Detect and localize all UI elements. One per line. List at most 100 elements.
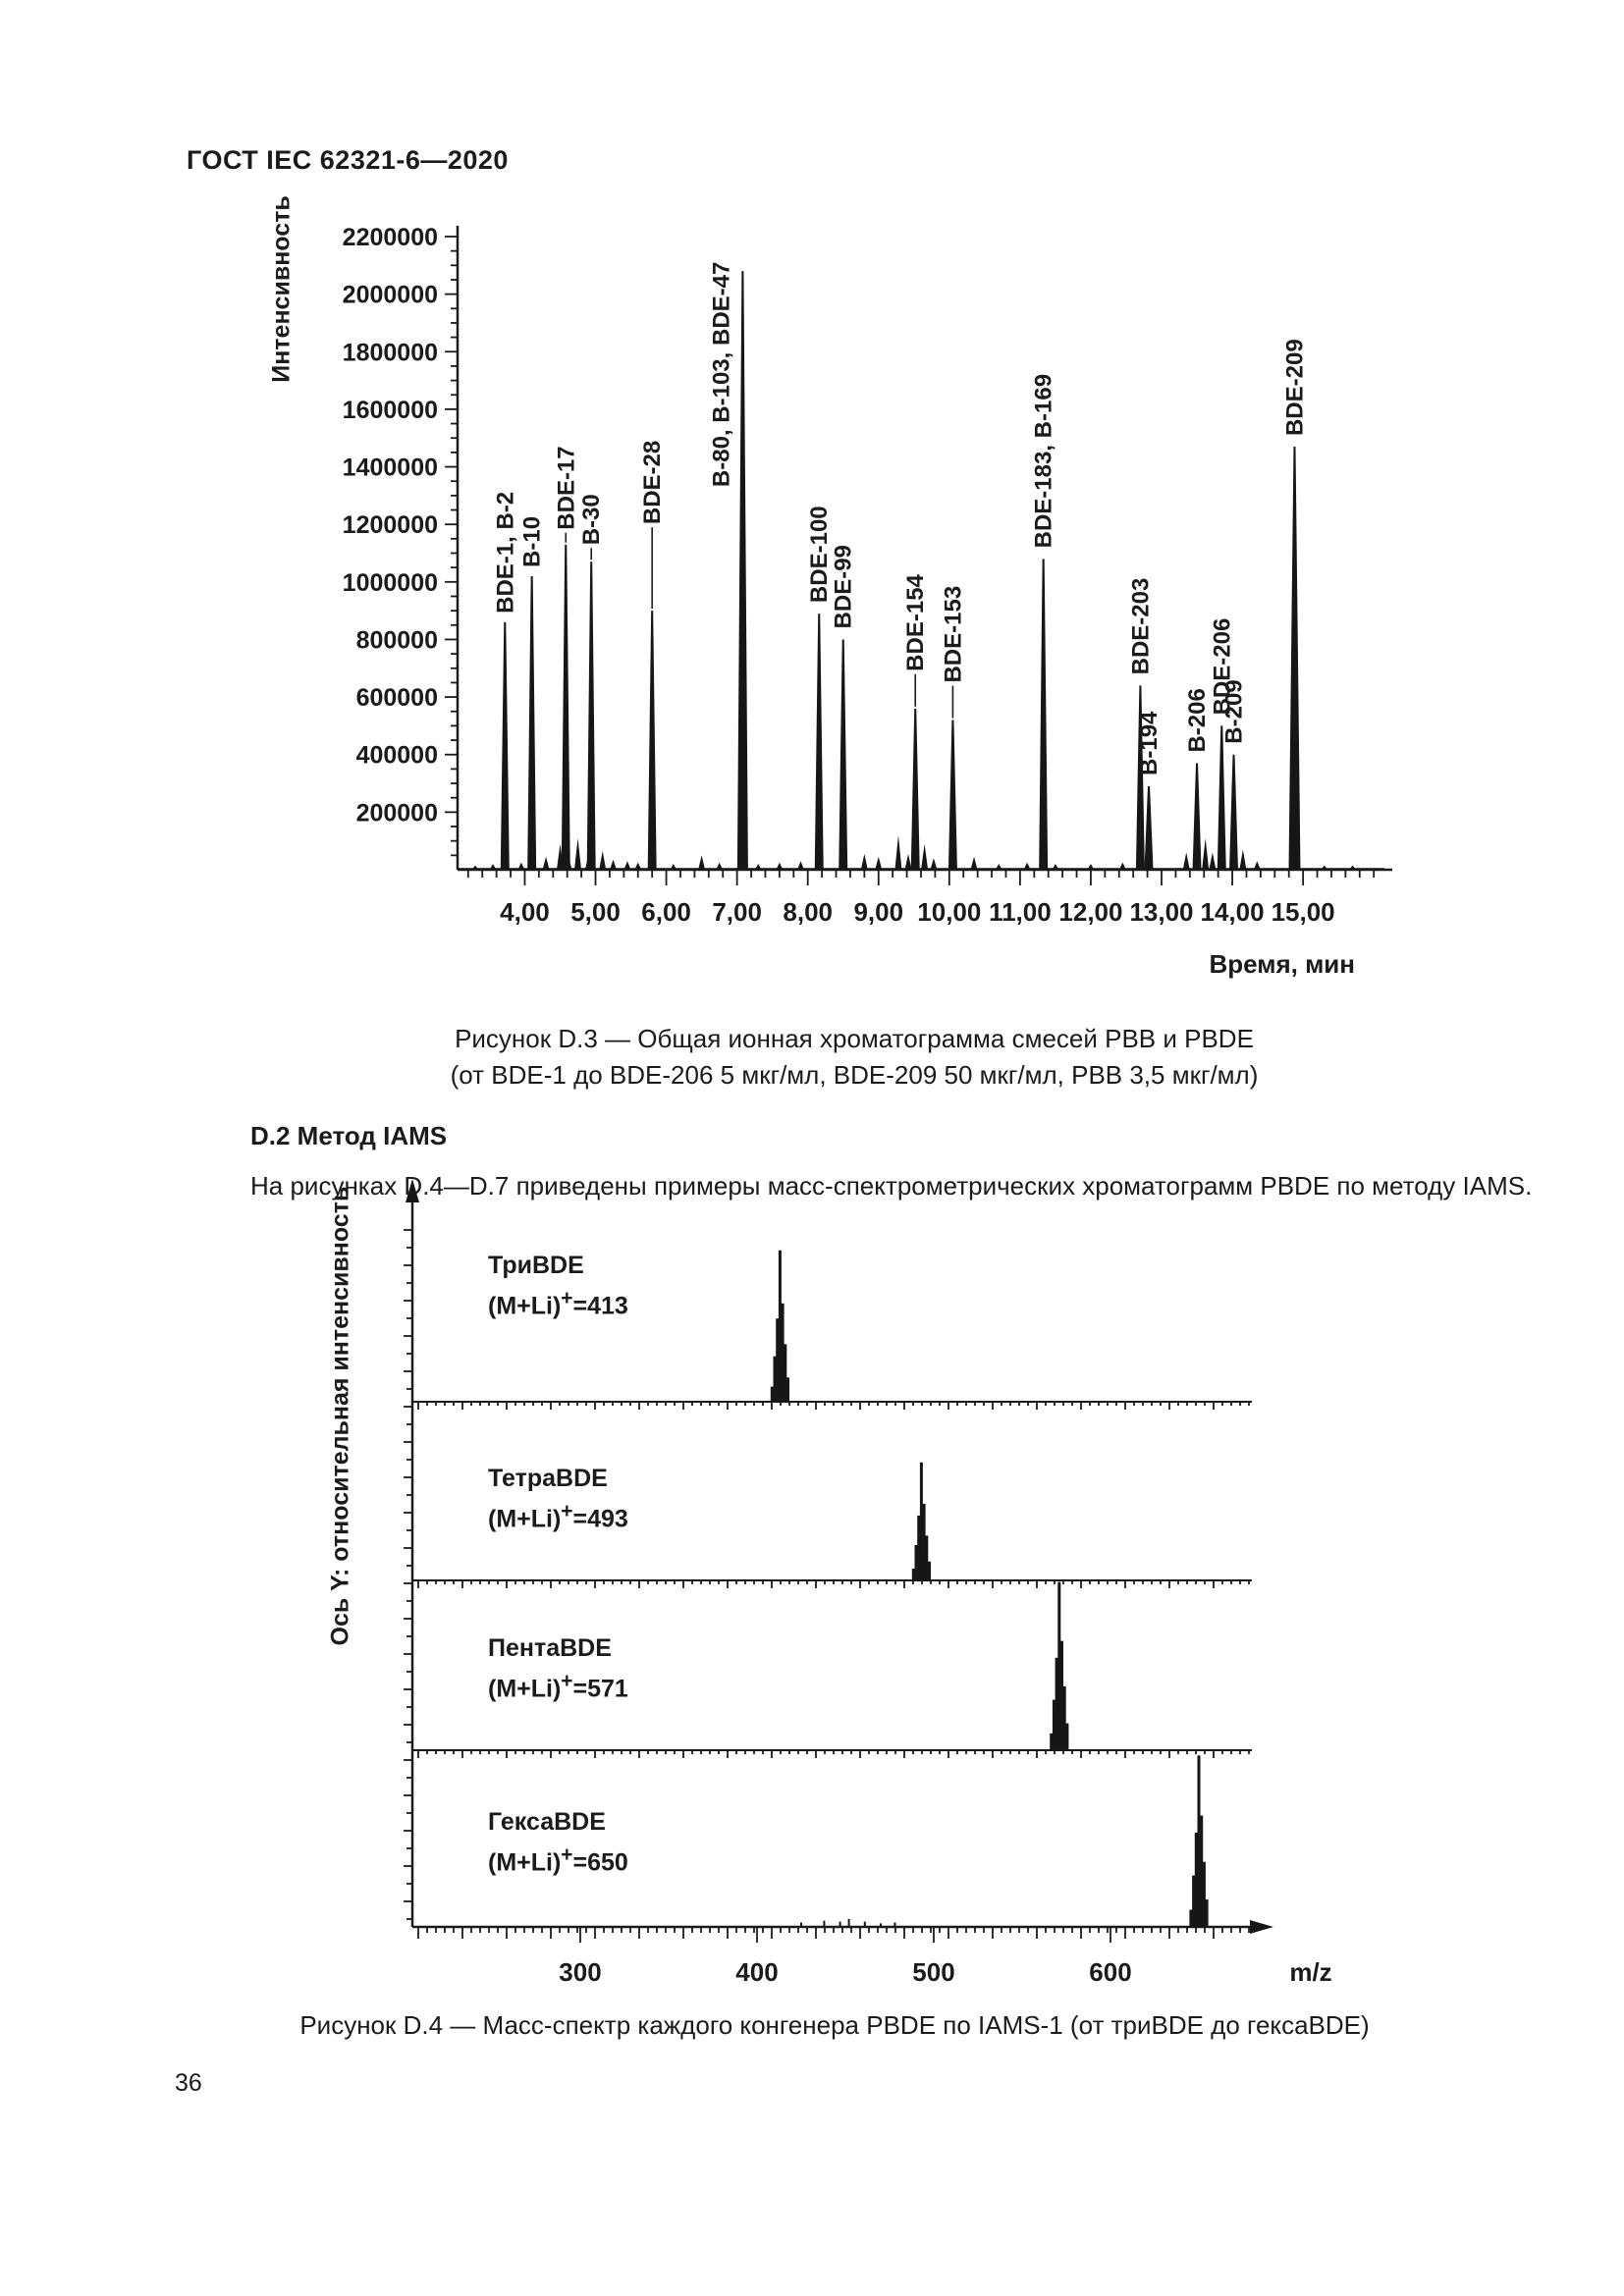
d3-peak-label: B-209 xyxy=(1221,679,1248,743)
d4-y-axis-arrow-icon xyxy=(406,1179,419,1202)
d4-isotope-bar xyxy=(1205,1899,1209,1927)
d3-x-tick-label: 8,00 xyxy=(783,897,833,927)
d3-peak xyxy=(1217,725,1226,870)
d3-noise-peak xyxy=(1087,864,1095,870)
d3-x-tick-label: 7,00 xyxy=(712,897,762,927)
d3-noise-peak xyxy=(634,862,642,870)
d3-peak xyxy=(1144,785,1154,870)
d3-noise-peak xyxy=(921,843,929,870)
d3-noise-peak xyxy=(1253,861,1261,870)
d3-noise-peak xyxy=(875,856,883,870)
d4-isotope-bar xyxy=(770,1386,774,1402)
d4-isotope-bar xyxy=(1194,1832,1198,1927)
d3-peak xyxy=(500,621,510,870)
section-d2-body: На рисунках D.4—D.7 приведены примеры ма… xyxy=(250,1171,1533,1201)
d4-noise-bar xyxy=(880,1923,882,1927)
d4-isotope-envelope xyxy=(915,1554,928,1580)
d4-x-tick-label: 400 xyxy=(735,1957,778,1987)
d3-peak-label: BDE-28 xyxy=(639,441,666,524)
d3-x-tick-label: 10,00 xyxy=(917,897,981,927)
d3-noise-peak xyxy=(670,864,677,870)
d3-x-tick-label: 6,00 xyxy=(641,897,691,927)
figure-d4-caption: Рисунок D.4 — Масс-спектр каждого конген… xyxy=(299,2010,1370,2040)
d3-y-tick-label: 600000 xyxy=(356,684,438,712)
d4-isotope-bar xyxy=(911,1568,915,1580)
d4-isotope-bar xyxy=(781,1303,785,1402)
figure-d3-caption-line2: (от BDE-1 до BDE-206 5 мкг/мл, BDE-209 5… xyxy=(450,1060,1259,1090)
section-d2-heading: D.2 Метод IAMS xyxy=(250,1121,448,1150)
d3-noise-peak xyxy=(698,855,706,870)
d3-noise-peak xyxy=(970,856,978,870)
d4-isotope-envelope xyxy=(1193,1889,1206,1927)
d3-y-tick-label: 400000 xyxy=(356,742,438,770)
d4-panel-label: ТетраBDE (M+Li)+=493 xyxy=(488,1465,628,1533)
d4-isotope-bar xyxy=(1189,1909,1193,1927)
d3-x-tick-label: 5,00 xyxy=(570,897,621,927)
d3-noise-peak xyxy=(930,858,938,870)
d4-x-axis-title: m/z xyxy=(1289,1957,1331,1987)
d3-noise-peak xyxy=(776,862,784,870)
d3-peak xyxy=(1288,447,1301,870)
d3-x-tick-label: 15,00 xyxy=(1272,897,1335,927)
d3-y-tick-label: 1200000 xyxy=(343,511,438,539)
d3-peak xyxy=(736,271,748,870)
d3-peak xyxy=(1039,559,1049,870)
d3-peak-label: B-30 xyxy=(578,494,605,545)
d3-noise-peak xyxy=(1209,852,1217,870)
d3-noise-peak xyxy=(1182,852,1190,870)
d3-peak xyxy=(527,575,537,870)
d3-noise-peak xyxy=(471,865,479,870)
figure-d4-mass-spectra: 300 400 500 600 m/z xyxy=(404,1179,1332,1987)
d3-peak-label: BDE-154 xyxy=(902,573,929,670)
d3-peak xyxy=(814,614,824,870)
d3-x-tick-label: 12,00 xyxy=(1058,897,1122,927)
d3-peak-label: B-206 xyxy=(1184,688,1211,752)
d3-peak-label: B-10 xyxy=(519,516,546,567)
d3-peak-label: B-80, B-103, BDE-47 xyxy=(708,262,734,487)
d3-noise-peak xyxy=(995,864,1002,870)
d3-peak-label: BDE-17 xyxy=(553,446,579,529)
d3-noise-peak xyxy=(1052,864,1059,870)
d3-peak-label: BDE-183, B-169 xyxy=(1031,374,1057,548)
d3-noise-peak xyxy=(623,861,631,870)
d4-y-axis-title: Ось Y: относительная интенсивность xyxy=(326,1186,354,1646)
d3-peak xyxy=(586,561,596,870)
d4-noise-bar xyxy=(823,1920,826,1927)
d4-x-axis-arrow-icon xyxy=(1250,1920,1273,1934)
d3-peak-label: BDE-1, B-2 xyxy=(492,492,518,614)
d3-noise-peak xyxy=(1118,862,1126,870)
d4-x-tick-label: 300 xyxy=(559,1957,601,1987)
d3-noise-peak xyxy=(542,856,550,870)
d4-isotope-bar xyxy=(928,1561,931,1580)
d3-x-tick-label: 13,00 xyxy=(1129,897,1193,927)
d4-noise-bar xyxy=(839,1921,841,1927)
d4-isotope-bar xyxy=(1200,1815,1204,1927)
d3-peak xyxy=(910,708,920,870)
d3-y-tick-label: 1800000 xyxy=(343,339,438,366)
figure-d3-caption-line1: Рисунок D.3 — Общая ионная хроматограмма… xyxy=(455,1024,1254,1053)
d3-y-tick-label: 2200000 xyxy=(343,224,438,251)
d3-noise-peak xyxy=(610,859,618,870)
d3-peak-label: BDE-209 xyxy=(1281,339,1308,436)
figure-d3-caption: Рисунок D.3 — Общая ионная хроматограмма… xyxy=(295,1021,1414,1094)
d3-y-tick-label: 200000 xyxy=(356,799,438,827)
d3-peak xyxy=(1229,754,1239,870)
d4-isotope-bar xyxy=(917,1515,921,1580)
d3-noise-peak xyxy=(904,853,912,870)
d3-noise-peak xyxy=(1239,849,1247,870)
d3-peak-label: BDE-100 xyxy=(806,506,833,603)
d3-noise-peak xyxy=(716,862,724,870)
d4-x-tick-label: 500 xyxy=(912,1957,954,1987)
d3-peak xyxy=(1135,685,1145,870)
d4-isotope-envelope xyxy=(1054,1713,1066,1750)
d4-isotope-bar xyxy=(1050,1733,1054,1750)
d3-noise-peak xyxy=(489,864,497,870)
d4-panel-label: ПентаBDE (M+Li)+=571 xyxy=(488,1634,628,1703)
d4-panel-label: ГексаBDE (M+Li)+=650 xyxy=(488,1808,628,1877)
d3-noise-peak xyxy=(894,834,902,870)
d3-y-tick-label: 1600000 xyxy=(343,397,438,424)
d3-peak-label: BDE-203 xyxy=(1127,578,1154,675)
d3-peak xyxy=(839,639,848,870)
d3-noise-peak xyxy=(754,864,762,870)
